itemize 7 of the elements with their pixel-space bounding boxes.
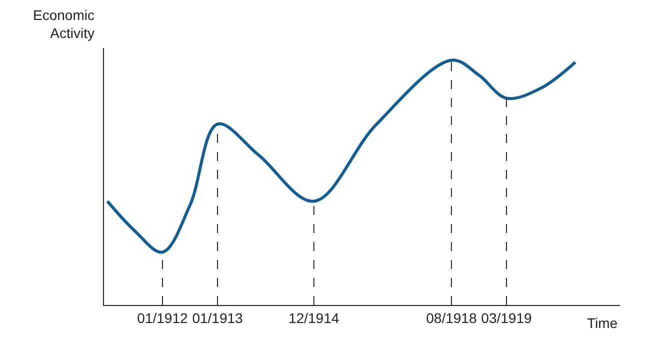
x-tick-label: 03/1919: [481, 310, 532, 326]
y-axis-title: Economic Activity: [33, 7, 94, 42]
x-axis-title: Time: [587, 315, 618, 331]
x-tick-label: 08/1918: [426, 310, 477, 326]
x-tick-label: 01/1912: [137, 310, 188, 326]
x-tick-label: 01/1913: [192, 310, 244, 326]
x-tick-label: 12/1914: [288, 310, 340, 326]
